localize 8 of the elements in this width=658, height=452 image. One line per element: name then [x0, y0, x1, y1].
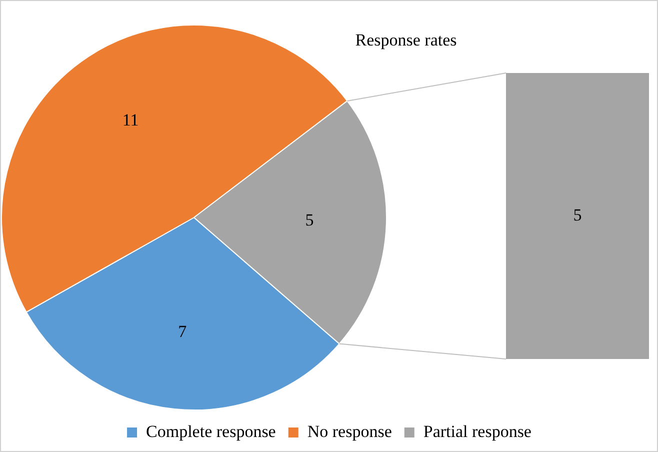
data-label: 11 [122, 110, 139, 130]
legend-label: No response [307, 422, 392, 441]
legend-label: Complete response [146, 422, 276, 441]
chart-title: Response rates [355, 30, 457, 50]
data-label: 5 [305, 210, 314, 230]
legend-label: Partial response [423, 422, 532, 441]
data-label: 7 [178, 322, 188, 341]
text: 5 [573, 205, 582, 224]
